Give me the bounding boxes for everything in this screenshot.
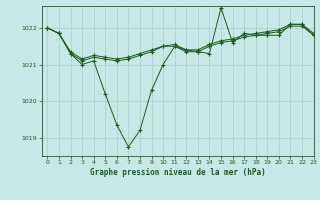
X-axis label: Graphe pression niveau de la mer (hPa): Graphe pression niveau de la mer (hPa) — [90, 168, 266, 177]
